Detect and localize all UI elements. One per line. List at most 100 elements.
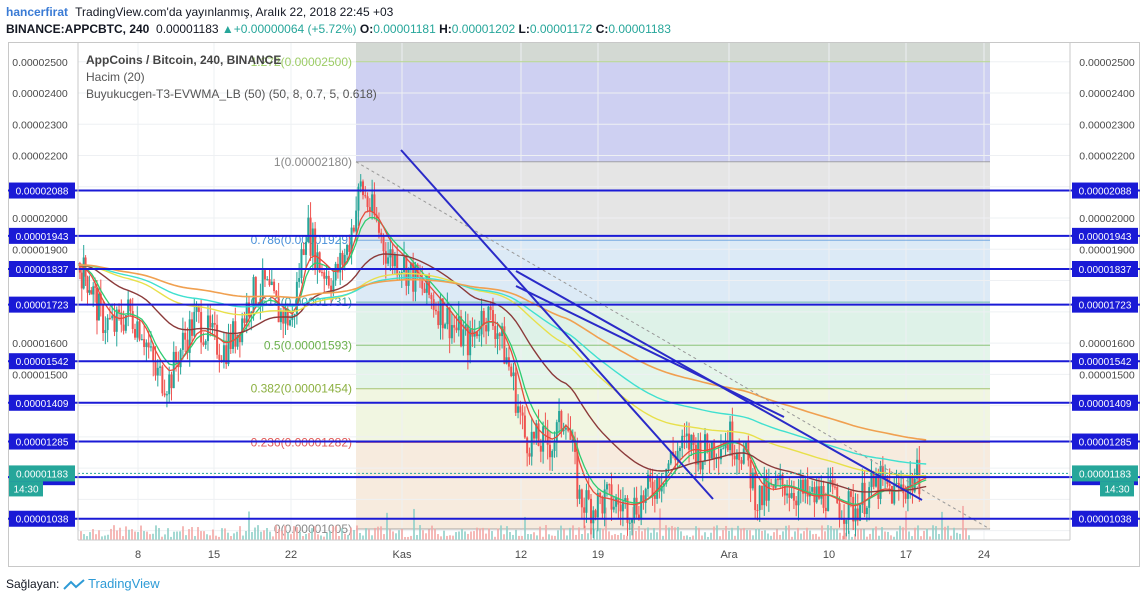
volume-bar — [341, 528, 343, 540]
publish-line: hancerfirat TradingView.com'da yayınlanm… — [6, 5, 393, 19]
volume-bar — [215, 535, 217, 540]
fib-label: 1.272(0.00002500) — [251, 55, 352, 69]
candle-body — [115, 309, 118, 332]
candle-body — [722, 448, 725, 450]
volume-bar — [569, 527, 571, 540]
candle-body — [357, 186, 360, 211]
candle-body — [526, 437, 529, 454]
candle-body — [348, 244, 351, 252]
candle-body — [145, 342, 148, 348]
volume-bar — [140, 525, 142, 540]
candle-body — [193, 311, 196, 336]
candle-body — [742, 448, 745, 464]
candle-body — [740, 460, 743, 464]
y-tick-label-left: 0.00002000 — [12, 213, 68, 225]
volume-bar — [680, 531, 682, 540]
fib-label: 0.5(0.00001593) — [264, 338, 352, 352]
candle-body — [856, 508, 859, 521]
volume-bar — [872, 528, 874, 540]
candle-body — [138, 321, 141, 340]
volume-bar — [782, 531, 784, 540]
candle-body — [113, 315, 116, 332]
candle-body — [704, 434, 706, 462]
author-name[interactable]: hancerfirat — [6, 5, 69, 19]
candle-body — [476, 331, 478, 337]
level-tag-left-text: 0.00001837 — [16, 265, 69, 276]
volume-bar — [149, 534, 151, 540]
volume-bar — [809, 530, 811, 540]
candle-body — [314, 228, 317, 271]
volume-bar — [494, 536, 496, 540]
close-value: 0.00001183 — [608, 22, 671, 36]
candle-body — [783, 484, 786, 496]
candle-body — [685, 433, 688, 437]
volume-bar — [617, 534, 619, 540]
tradingview-logo-icon[interactable] — [63, 577, 88, 591]
volume-bar — [95, 534, 97, 540]
low-value: 0.00001172 — [529, 22, 593, 36]
candle-body — [154, 360, 157, 376]
candle-body — [444, 324, 447, 329]
volume-bars — [80, 505, 970, 540]
volume-bar — [404, 536, 406, 540]
volume-bar — [347, 535, 349, 540]
volume-bar — [209, 535, 211, 540]
volume-bar — [419, 525, 421, 540]
candle-body — [202, 342, 205, 345]
candle-body — [307, 217, 310, 242]
footer-brand[interactable]: TradingView — [88, 576, 160, 591]
volume-bar — [539, 526, 541, 540]
candle-body — [261, 270, 264, 299]
candle-body — [756, 510, 759, 512]
volume-bar — [845, 532, 847, 540]
volume-bar — [677, 526, 679, 540]
volume-bar — [701, 535, 703, 540]
candle-body — [799, 479, 802, 492]
x-tick-label: 24 — [978, 549, 990, 561]
candle-body — [900, 484, 903, 489]
volume-bar — [80, 531, 82, 540]
volume-bar — [107, 534, 109, 540]
volume-bar — [866, 536, 868, 540]
volume-bar — [821, 525, 823, 540]
volume-bar — [278, 528, 280, 540]
level-tag-left — [9, 182, 75, 199]
candle-body — [238, 334, 241, 343]
candle-body — [562, 429, 565, 432]
candle-body — [790, 492, 793, 498]
volume-bar — [704, 532, 706, 540]
volume-bar — [509, 532, 511, 540]
level-tag-right-text: 0.00001285 — [1079, 438, 1132, 449]
candle-body — [156, 367, 159, 376]
level-tag-right-text: 0.00001038 — [1079, 515, 1132, 526]
level-tag-right — [1072, 227, 1138, 244]
fib-band-top — [356, 43, 990, 62]
volume-bar — [299, 531, 301, 540]
volume-bar — [734, 535, 736, 540]
candle-body — [827, 483, 830, 512]
volume-bar — [908, 531, 910, 540]
volume-bar — [689, 536, 691, 540]
volume-bar — [227, 532, 229, 540]
volume-bar — [698, 527, 700, 540]
volume-bar — [362, 535, 364, 540]
candle-body — [78, 263, 81, 273]
candle-body — [421, 278, 424, 289]
volume-bar — [533, 532, 535, 540]
volume-bar — [458, 531, 460, 540]
volume-bar — [767, 533, 769, 540]
volume-bar — [611, 535, 613, 540]
candle-body — [621, 501, 624, 512]
candle-body — [159, 366, 162, 368]
candle-body — [382, 235, 385, 252]
level-tag-right-text: 0.00001837 — [1079, 265, 1132, 276]
volume-bar — [248, 511, 250, 540]
volume-bar — [410, 535, 412, 540]
candle-body — [175, 351, 178, 363]
candle-body — [564, 428, 567, 430]
candle-body — [517, 406, 520, 413]
candle-body — [320, 272, 323, 274]
candle-body — [387, 257, 390, 264]
volume-bar — [965, 528, 967, 540]
